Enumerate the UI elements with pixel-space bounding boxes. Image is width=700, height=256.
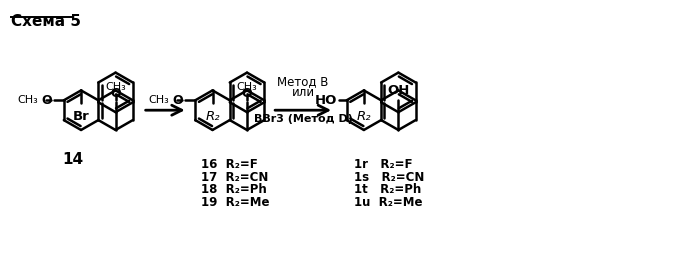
Text: 18  R₂=Ph: 18 R₂=Ph: [201, 183, 266, 196]
Text: R₂: R₂: [205, 110, 220, 123]
Text: 14: 14: [62, 152, 84, 167]
Text: Br: Br: [73, 110, 90, 123]
Text: HO: HO: [314, 94, 337, 107]
Text: 1t   R₂=Ph: 1t R₂=Ph: [354, 183, 421, 196]
Text: 19  R₂=Me: 19 R₂=Me: [201, 196, 269, 209]
Text: 17  R₂=CN: 17 R₂=CN: [201, 170, 268, 184]
Text: Схема 5: Схема 5: [11, 14, 81, 29]
Text: 1s   R₂=CN: 1s R₂=CN: [354, 170, 424, 184]
Text: O: O: [241, 87, 252, 100]
Text: 1u  R₂=Me: 1u R₂=Me: [354, 196, 422, 209]
Text: O: O: [173, 94, 183, 107]
Text: BBr3 (Метод D): BBr3 (Метод D): [253, 114, 353, 124]
Text: CH₃: CH₃: [237, 82, 258, 92]
Text: R₂: R₂: [356, 110, 371, 123]
Text: Метод В: Метод В: [277, 76, 329, 88]
Text: или: или: [291, 86, 315, 99]
Text: CH₃: CH₃: [18, 95, 38, 105]
Text: CH₃: CH₃: [148, 95, 169, 105]
Text: 1r   R₂=F: 1r R₂=F: [354, 158, 412, 171]
Text: O: O: [41, 94, 52, 107]
Text: CH₃: CH₃: [105, 82, 126, 92]
Text: 16  R₂=F: 16 R₂=F: [201, 158, 258, 171]
Text: OH: OH: [387, 84, 409, 97]
Text: O: O: [111, 87, 121, 100]
